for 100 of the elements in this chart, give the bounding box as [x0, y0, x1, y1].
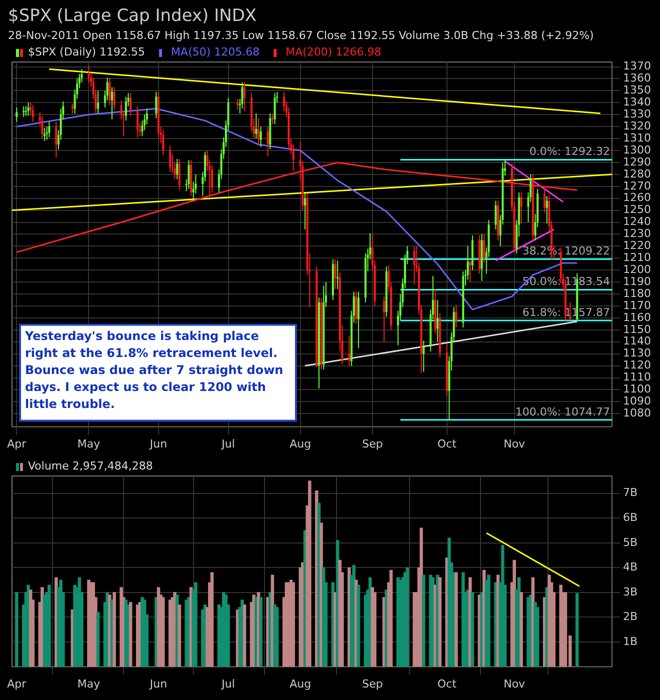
bar [194, 582, 198, 667]
bar [438, 577, 442, 667]
annotation: Yesterday's bounce is taking place right at the 61.8% retracement level. Bounce was due after 7 straight down days. I expect us to clear 1200 with little trouble. [24, 328, 284, 411]
bar [242, 604, 246, 667]
y-tick-label: 1150 [623, 322, 651, 336]
y-tick-label: 1130 [623, 346, 651, 360]
bar [96, 612, 100, 667]
x-tick-label: Apr [7, 677, 27, 690]
x-tick-label: Nov [504, 437, 526, 450]
bar [162, 597, 165, 667]
y-tick-label: 1260 [623, 191, 651, 204]
x-tick-label: Jul [220, 677, 235, 690]
candlestick [258, 118, 260, 146]
y-tick-label: 1320 [623, 119, 651, 132]
candlestick [41, 115, 44, 140]
candlestick [469, 260, 472, 283]
y-tick-label: 1180 [623, 286, 651, 300]
candlestick [136, 106, 139, 138]
y-tick-label: 2B [623, 610, 638, 624]
candlestick [348, 335, 350, 366]
candlestick [271, 112, 274, 125]
candlestick [358, 291, 360, 348]
legend-label: $SPX (Daily) 1192.55 [28, 45, 146, 58]
legend-label: MA(50) 1205.68 [171, 45, 260, 58]
y-tick-label: 1340 [623, 96, 651, 109]
x-tick-label: Sep [362, 437, 383, 450]
candlestick [255, 112, 258, 140]
bar [470, 592, 474, 667]
annotation: 0.0%: 1292.32 [529, 145, 610, 158]
x-tick-label: Oct [437, 437, 458, 450]
x-tick-label: Jul [220, 437, 235, 450]
bar [422, 574, 426, 667]
candlestick [24, 106, 27, 116]
bar [259, 597, 262, 667]
candlestick [483, 234, 486, 264]
bar [406, 567, 409, 667]
candlestick [520, 192, 522, 224]
legend-label: Volume 2,957,484,288 [28, 459, 153, 472]
y-tick-label: 1220 [623, 239, 651, 252]
y-tick-label: 1250 [623, 203, 651, 216]
candlestick [46, 126, 48, 140]
x-tick-label: Aug [290, 677, 312, 690]
x-tick-label: Sep [362, 677, 383, 690]
candlestick [355, 291, 358, 324]
chart-subtitle: 28-Nov-2011 Open 1158.67 High 1197.35 Low 1158.67 Close 1192.55 Volume 3.0B Chg +33.88 (+2.92%) [8, 29, 595, 42]
candlestick [130, 92, 132, 116]
candlestick [55, 121, 58, 158]
x-tick-label: May [77, 437, 101, 450]
y-tick-label: 1370 [623, 60, 651, 73]
x-tick-label: Apr [7, 437, 27, 450]
candlestick [304, 193, 306, 230]
candlestick [422, 340, 425, 372]
candlestick [111, 86, 113, 120]
candlestick [176, 158, 178, 180]
x-tick-label: Jun [148, 437, 168, 450]
candlestick [546, 195, 548, 224]
candlestick [88, 65, 90, 83]
y-tick-label: 7B [623, 486, 638, 500]
y-tick-label: 4B [623, 560, 638, 574]
candlestick [211, 164, 213, 193]
bar [487, 574, 490, 667]
bar [454, 572, 458, 667]
x-tick-label: Jun [148, 677, 168, 690]
chart-title: $SPX (Large Cap Index) INDX [8, 6, 258, 26]
candlestick [236, 98, 239, 110]
candlestick [178, 158, 180, 190]
candlestick [244, 82, 246, 112]
y-tick-label: 1290 [623, 155, 651, 168]
candlestick [241, 82, 244, 110]
candlestick [266, 126, 269, 157]
bar [275, 607, 279, 667]
candlestick [334, 258, 336, 290]
candlestick [455, 304, 458, 328]
y-tick-label: 1B [623, 634, 638, 648]
x-tick-label: Oct [437, 677, 458, 690]
bar [48, 584, 51, 667]
candlestick [274, 92, 276, 125]
x-tick-label: Aug [290, 437, 312, 450]
y-tick-label: 1300 [623, 143, 651, 156]
candlestick [544, 188, 546, 214]
y-tick-label: 1110 [623, 370, 651, 384]
y-tick-label: 1240 [623, 215, 651, 228]
candlestick [113, 86, 116, 110]
y-tick-label: 1210 [623, 251, 651, 264]
candlestick [494, 200, 497, 230]
bar [389, 570, 393, 667]
y-tick-label: 1080 [623, 406, 651, 420]
y-tick-label: 1100 [623, 382, 651, 396]
bar [178, 604, 182, 667]
candlestick [32, 104, 34, 122]
legend-label: MA(200) 1266.98 [286, 45, 382, 58]
candlestick [155, 91, 158, 119]
candlestick [97, 90, 100, 114]
bar [575, 593, 579, 667]
x-tick-label: May [77, 677, 101, 690]
y-tick-label: 1310 [623, 131, 651, 144]
bar [292, 582, 296, 667]
bar [128, 602, 132, 667]
candlestick [48, 121, 50, 138]
y-tick-label: 6B [623, 510, 638, 524]
